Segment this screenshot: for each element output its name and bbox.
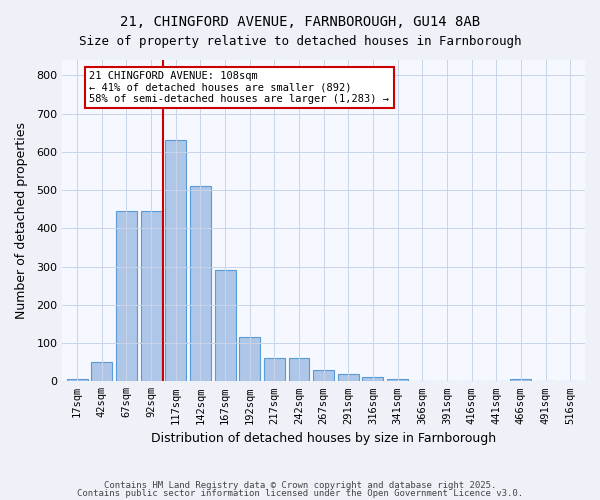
Bar [362, 378, 383, 382]
Text: 21, CHINGFORD AVENUE, FARNBOROUGH, GU14 8AB: 21, CHINGFORD AVENUE, FARNBOROUGH, GU14 … [120, 15, 480, 29]
Bar [239, 338, 260, 382]
Bar [338, 374, 359, 382]
Bar [215, 270, 236, 382]
Text: Contains public sector information licensed under the Open Government Licence v3: Contains public sector information licen… [77, 488, 523, 498]
Text: Contains HM Land Registry data © Crown copyright and database right 2025.: Contains HM Land Registry data © Crown c… [104, 481, 496, 490]
Bar [313, 370, 334, 382]
Text: Size of property relative to detached houses in Farnborough: Size of property relative to detached ho… [79, 35, 521, 48]
Bar [91, 362, 112, 382]
Bar [116, 211, 137, 382]
Bar [190, 186, 211, 382]
Bar [511, 380, 532, 382]
Text: 21 CHINGFORD AVENUE: 108sqm
← 41% of detached houses are smaller (892)
58% of se: 21 CHINGFORD AVENUE: 108sqm ← 41% of det… [89, 71, 389, 104]
Bar [387, 380, 408, 382]
Bar [264, 358, 285, 382]
Bar [140, 211, 161, 382]
Y-axis label: Number of detached properties: Number of detached properties [15, 122, 28, 319]
X-axis label: Distribution of detached houses by size in Farnborough: Distribution of detached houses by size … [151, 432, 496, 445]
Bar [289, 358, 310, 382]
Bar [67, 380, 88, 382]
Bar [165, 140, 186, 382]
